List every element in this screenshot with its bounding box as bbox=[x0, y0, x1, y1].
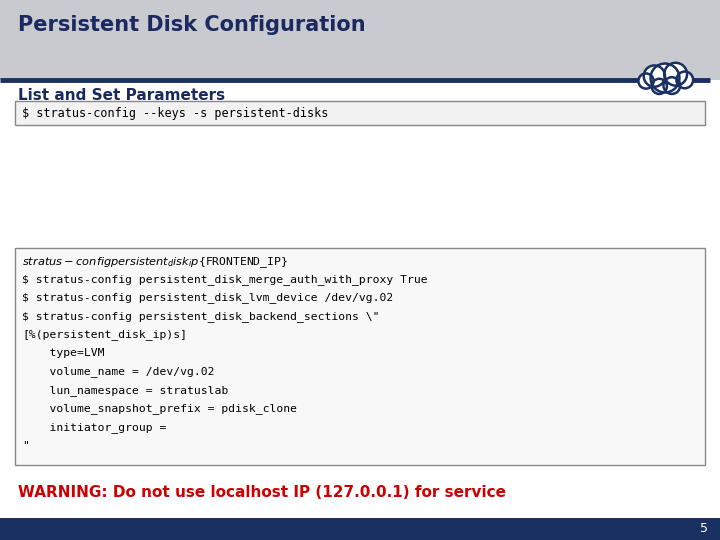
FancyBboxPatch shape bbox=[15, 101, 705, 125]
Text: volume_snapshot_prefix = pdisk_clone: volume_snapshot_prefix = pdisk_clone bbox=[22, 403, 297, 414]
Text: lun_namespace = stratuslab: lun_namespace = stratuslab bbox=[22, 385, 228, 396]
Circle shape bbox=[644, 65, 665, 87]
Text: [%(persistent_disk_ip)s]: [%(persistent_disk_ip)s] bbox=[22, 329, 187, 340]
Text: $ stratus-config persistent_disk_lvm_device /dev/vg.02: $ stratus-config persistent_disk_lvm_dev… bbox=[22, 293, 393, 303]
Text: volume_name = /dev/vg.02: volume_name = /dev/vg.02 bbox=[22, 367, 215, 377]
Text: $ stratus-config persistent_disk_ip ${FRONTEND_IP}: $ stratus-config persistent_disk_ip ${FR… bbox=[22, 255, 288, 271]
Text: 5: 5 bbox=[700, 523, 708, 536]
Text: Persistent Disk Configuration: Persistent Disk Configuration bbox=[18, 15, 366, 35]
Circle shape bbox=[652, 79, 667, 94]
Circle shape bbox=[651, 64, 680, 92]
FancyBboxPatch shape bbox=[15, 247, 705, 465]
Text: WARNING: Do not use localhost IP (127.0.0.1) for service: WARNING: Do not use localhost IP (127.0.… bbox=[18, 485, 506, 500]
Bar bbox=[0, 0, 720, 80]
Bar bbox=[0, 518, 720, 540]
Text: $ stratus-config persistent_disk_merge_auth_with_proxy True: $ stratus-config persistent_disk_merge_a… bbox=[22, 274, 428, 285]
Text: initiator_group =: initiator_group = bbox=[22, 422, 166, 433]
Circle shape bbox=[664, 77, 680, 94]
Text: $ stratus-config --keys -s persistent-disks: $ stratus-config --keys -s persistent-di… bbox=[22, 106, 328, 119]
Text: List and Set Parameters: List and Set Parameters bbox=[18, 87, 225, 103]
Text: type=LVM: type=LVM bbox=[22, 348, 104, 358]
Text: $ stratus-config persistent_disk_backend_sections \": $ stratus-config persistent_disk_backend… bbox=[22, 311, 379, 322]
Circle shape bbox=[676, 71, 693, 88]
Circle shape bbox=[639, 73, 654, 89]
Circle shape bbox=[665, 63, 687, 86]
Text: ": " bbox=[22, 441, 29, 450]
